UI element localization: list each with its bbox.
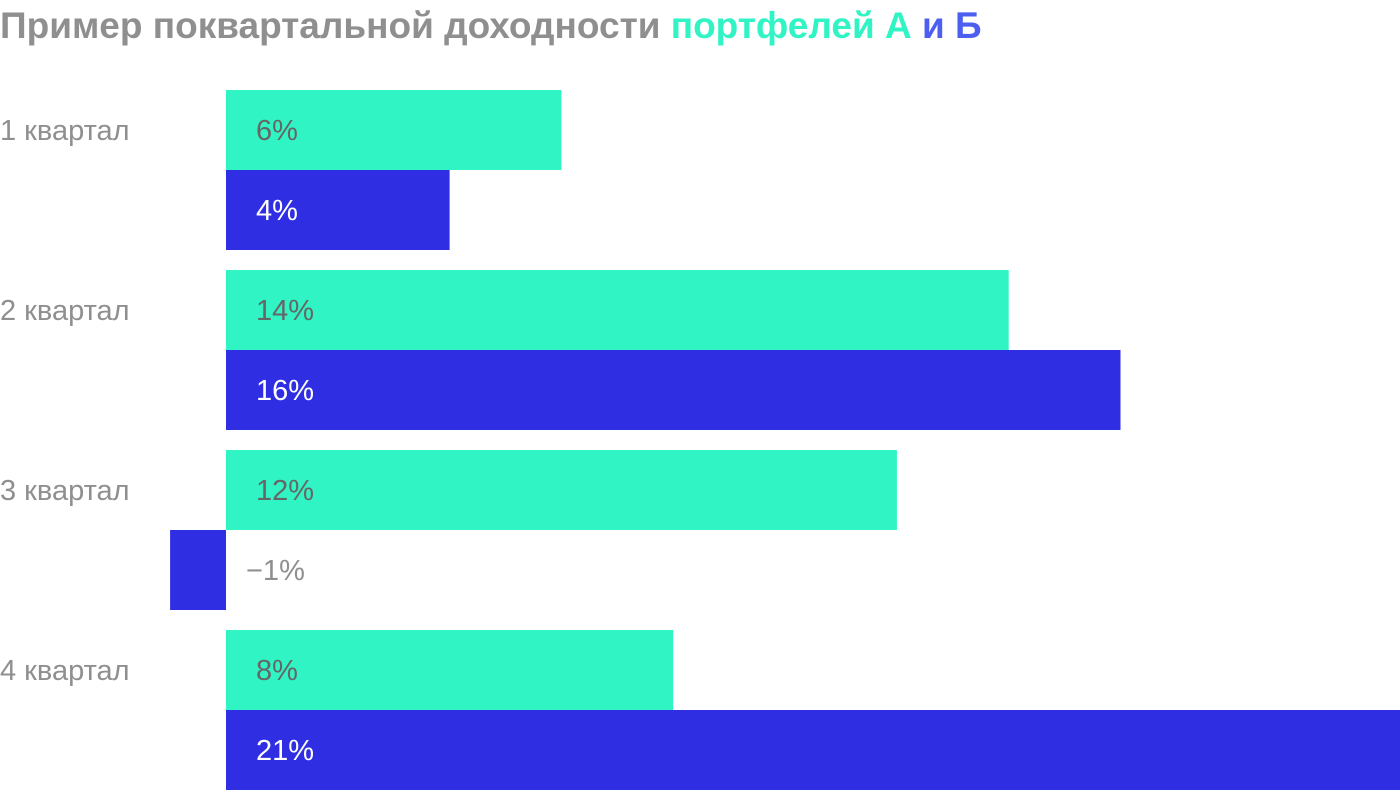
chart-title-portfolio-a: портфелей А bbox=[671, 5, 912, 46]
bar-portfolio-b bbox=[226, 710, 1400, 790]
value-label-portfolio-a: 6% bbox=[256, 115, 298, 147]
chart-title-part-1: Пример поквартальной доходности bbox=[0, 5, 671, 46]
category-label: 3 квартал bbox=[0, 475, 130, 507]
bar-portfolio-b bbox=[226, 170, 450, 250]
bar-portfolio-b bbox=[226, 350, 1121, 430]
category-label: 1 квартал bbox=[0, 115, 130, 147]
value-label-portfolio-b: 4% bbox=[256, 195, 298, 227]
bar-portfolio-a bbox=[226, 450, 897, 530]
bar-portfolio-a bbox=[226, 270, 1009, 350]
bar-portfolio-a bbox=[226, 630, 674, 710]
value-label-portfolio-b: 21% bbox=[256, 735, 314, 767]
chart-title: Пример поквартальной доходности портфеле… bbox=[0, 5, 982, 46]
value-label-portfolio-b: −1% bbox=[246, 555, 305, 587]
bar-portfolio-a bbox=[226, 90, 562, 170]
category-label: 2 квартал bbox=[0, 295, 130, 327]
plot-area: 1 квартал 6% 4% 2 квартал 14% 16% 3 квартал 12%… bbox=[0, 90, 1400, 790]
chart-title-and: и bbox=[912, 5, 955, 46]
chart-title-portfolio-b: Б bbox=[955, 5, 982, 46]
value-label-portfolio-a: 14% bbox=[256, 295, 314, 327]
value-label-portfolio-a: 8% bbox=[256, 655, 298, 687]
value-label-portfolio-b: 16% bbox=[256, 375, 314, 407]
value-label-portfolio-a: 12% bbox=[256, 475, 314, 507]
category-label: 4 квартал bbox=[0, 655, 130, 687]
bar-portfolio-b bbox=[170, 530, 226, 610]
